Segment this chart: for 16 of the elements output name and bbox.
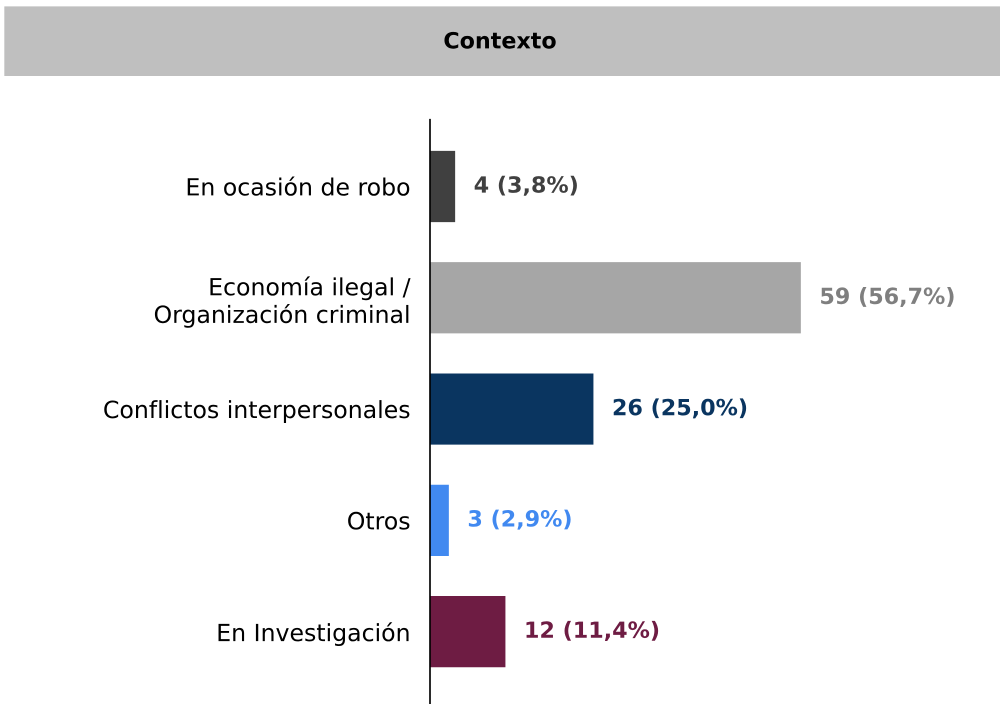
y-tick-label: En ocasión de robo <box>188 176 410 196</box>
data-label: 26 (25,0%) <box>614 398 746 418</box>
bar <box>430 150 456 222</box>
bar <box>430 484 449 556</box>
data-label: 12 (11,4%) <box>526 620 658 641</box>
data-label: 59 (56,7%) <box>821 287 954 308</box>
bar <box>430 373 594 445</box>
data-label: 3 (2,9%) <box>468 510 571 530</box>
y-tick-label: Otros <box>348 512 410 530</box>
y-tick-label: Economía ilegal / Organización criminal <box>154 276 411 328</box>
y-tick-label: En Investigación <box>218 622 409 646</box>
data-label: 4 (3,8%) <box>474 176 577 196</box>
bar <box>430 596 506 668</box>
bar <box>430 262 801 334</box>
y-tick-label: Conflictos interpersonales <box>104 400 410 423</box>
chart-title: Contexto <box>444 32 556 49</box>
